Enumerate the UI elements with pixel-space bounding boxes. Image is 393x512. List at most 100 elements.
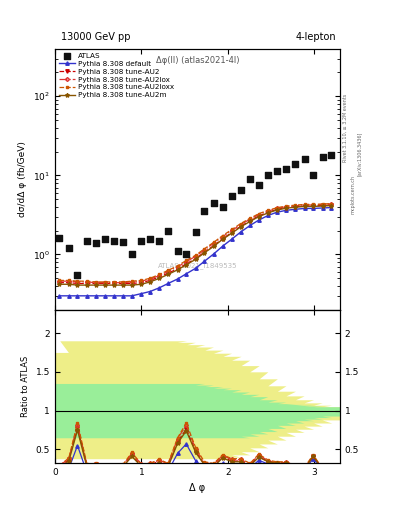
Pythia 8.308 tune-AU2lox — [266, 208, 271, 214]
Text: mcplots.cern.ch: mcplots.cern.ch — [351, 175, 356, 214]
Pythia 8.308 tune-AU2loxx — [57, 278, 62, 284]
ATLAS — [66, 244, 72, 252]
Pythia 8.308 tune-AU2loxx — [103, 279, 107, 285]
Pythia 8.308 tune-AU2 — [121, 281, 126, 287]
Pythia 8.308 tune-AU2lox — [139, 278, 144, 284]
Pythia 8.308 tune-AU2loxx — [166, 267, 171, 273]
Pythia 8.308 tune-AU2lox — [57, 278, 62, 284]
Pythia 8.308 tune-AU2loxx — [175, 263, 180, 269]
Pythia 8.308 default — [103, 293, 107, 299]
Pythia 8.308 tune-AU2 — [139, 280, 144, 286]
Pythia 8.308 tune-AU2loxx — [284, 203, 289, 209]
Pythia 8.308 tune-AU2m — [57, 281, 62, 287]
Pythia 8.308 tune-AU2lox — [275, 205, 279, 211]
Pythia 8.308 default — [93, 293, 98, 299]
ATLAS — [156, 237, 163, 245]
ATLAS — [74, 271, 81, 279]
Pythia 8.308 default — [57, 293, 62, 299]
Pythia 8.308 tune-AU2m — [293, 204, 298, 210]
Pythia 8.308 tune-AU2lox — [175, 264, 180, 270]
Pythia 8.308 tune-AU2loxx — [220, 232, 225, 239]
Pythia 8.308 tune-AU2lox — [84, 279, 89, 285]
Pythia 8.308 tune-AU2 — [256, 213, 261, 219]
Pythia 8.308 tune-AU2m — [220, 237, 225, 243]
Pythia 8.308 tune-AU2lox — [193, 253, 198, 259]
Pythia 8.308 tune-AU2lox — [166, 268, 171, 274]
Pythia 8.308 tune-AU2 — [329, 202, 334, 208]
ATLAS — [147, 236, 153, 244]
Pythia 8.308 default — [266, 212, 271, 219]
Pythia 8.308 tune-AU2 — [211, 242, 216, 248]
Pythia 8.308 tune-AU2loxx — [275, 205, 279, 211]
Pythia 8.308 tune-AU2lox — [184, 259, 189, 265]
Pythia 8.308 tune-AU2 — [57, 280, 62, 286]
Text: Rivet 3.1.10, ≥ 3.2M events: Rivet 3.1.10, ≥ 3.2M events — [343, 94, 348, 162]
Pythia 8.308 tune-AU2loxx — [202, 246, 207, 252]
Pythia 8.308 default — [193, 265, 198, 271]
ATLAS — [129, 250, 135, 259]
Text: 4-lepton: 4-lepton — [296, 32, 336, 42]
Pythia 8.308 default — [320, 205, 325, 211]
Legend: ATLAS, Pythia 8.308 default, Pythia 8.308 tune-AU2, Pythia 8.308 tune-AU2lox, Py: ATLAS, Pythia 8.308 default, Pythia 8.30… — [58, 52, 176, 100]
Pythia 8.308 tune-AU2loxx — [230, 226, 234, 232]
ATLAS — [229, 192, 235, 200]
Pythia 8.308 tune-AU2 — [302, 203, 307, 209]
Pythia 8.308 tune-AU2 — [84, 281, 89, 287]
Pythia 8.308 tune-AU2loxx — [184, 258, 189, 264]
Pythia 8.308 tune-AU2lox — [311, 202, 316, 208]
Pythia 8.308 tune-AU2loxx — [121, 279, 126, 285]
Pythia 8.308 tune-AU2m — [184, 262, 189, 268]
Pythia 8.308 default — [130, 293, 134, 299]
Pythia 8.308 tune-AU2loxx — [302, 201, 307, 207]
Pythia 8.308 tune-AU2lox — [211, 240, 216, 246]
ATLAS — [201, 207, 208, 216]
Pythia 8.308 tune-AU2lox — [293, 203, 298, 209]
ATLAS — [165, 227, 171, 235]
Pythia 8.308 default — [166, 281, 171, 287]
Pythia 8.308 tune-AU2lox — [157, 272, 162, 279]
Pythia 8.308 tune-AU2m — [302, 203, 307, 209]
Pythia 8.308 tune-AU2lox — [75, 279, 80, 285]
Pythia 8.308 default — [220, 243, 225, 249]
Line: Pythia 8.308 tune-AU2loxx: Pythia 8.308 tune-AU2loxx — [58, 202, 333, 283]
Pythia 8.308 tune-AU2loxx — [266, 207, 271, 214]
Pythia 8.308 default — [66, 293, 71, 299]
Pythia 8.308 tune-AU2loxx — [311, 201, 316, 207]
Pythia 8.308 tune-AU2 — [202, 249, 207, 255]
ATLAS — [84, 237, 90, 245]
Text: ATLAS_2021_I1849535: ATLAS_2021_I1849535 — [158, 262, 237, 269]
Pythia 8.308 tune-AU2 — [238, 223, 243, 229]
Pythia 8.308 default — [311, 205, 316, 211]
Pythia 8.308 tune-AU2loxx — [130, 278, 134, 284]
Pythia 8.308 tune-AU2lox — [103, 280, 107, 286]
Y-axis label: dσ/dΔ φ (fb/GeV): dσ/dΔ φ (fb/GeV) — [18, 141, 28, 217]
Pythia 8.308 tune-AU2 — [166, 270, 171, 276]
ATLAS — [120, 238, 127, 246]
ATLAS — [237, 186, 244, 194]
Pythia 8.308 tune-AU2loxx — [157, 271, 162, 278]
Pythia 8.308 tune-AU2loxx — [256, 210, 261, 217]
Pythia 8.308 tune-AU2lox — [66, 278, 71, 284]
ATLAS — [219, 203, 226, 211]
Pythia 8.308 tune-AU2loxx — [193, 252, 198, 258]
Pythia 8.308 default — [230, 236, 234, 242]
Pythia 8.308 tune-AU2lox — [93, 280, 98, 286]
Pythia 8.308 tune-AU2m — [329, 203, 334, 209]
Pythia 8.308 default — [302, 205, 307, 211]
Pythia 8.308 tune-AU2 — [75, 281, 80, 287]
Pythia 8.308 tune-AU2 — [175, 266, 180, 272]
Pythia 8.308 tune-AU2m — [284, 205, 289, 211]
Pythia 8.308 tune-AU2loxx — [248, 215, 253, 221]
ATLAS — [292, 160, 298, 168]
Pythia 8.308 tune-AU2 — [248, 218, 253, 224]
Pythia 8.308 tune-AU2 — [103, 281, 107, 287]
Pythia 8.308 tune-AU2m — [248, 218, 253, 224]
Pythia 8.308 default — [121, 293, 126, 299]
Pythia 8.308 tune-AU2m — [238, 224, 243, 230]
Pythia 8.308 tune-AU2 — [193, 255, 198, 262]
Pythia 8.308 tune-AU2m — [230, 230, 234, 236]
ATLAS — [174, 247, 181, 255]
ATLAS — [211, 199, 217, 207]
Pythia 8.308 tune-AU2 — [130, 281, 134, 287]
ATLAS — [193, 228, 199, 237]
